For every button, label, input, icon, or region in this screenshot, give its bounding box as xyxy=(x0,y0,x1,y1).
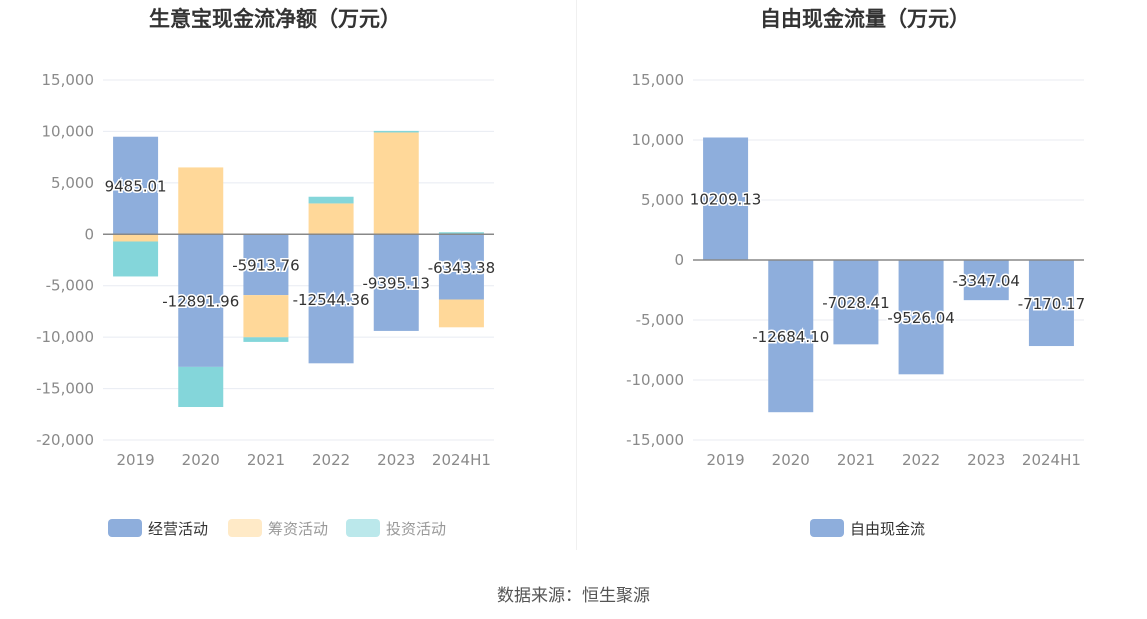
bar-筹资活动-2022[interactable] xyxy=(308,203,354,235)
data-label: 10209.13 xyxy=(690,191,762,209)
y-tick-label: 10,000 xyxy=(42,122,95,140)
legend-swatch xyxy=(810,519,844,537)
y-tick-label: 5,000 xyxy=(51,174,94,192)
bar-经营活动-2019[interactable] xyxy=(113,136,159,235)
legend-label: 筹资活动 xyxy=(268,520,328,538)
bar-筹资活动-2024H1[interactable] xyxy=(438,299,484,328)
y-tick-label: 0 xyxy=(84,225,94,243)
data-label: -12544.36 xyxy=(293,291,370,309)
bar-经营活动-2023[interactable] xyxy=(373,234,419,331)
data-label: -9395.13 xyxy=(363,275,430,293)
bar-经营活动-2021[interactable] xyxy=(243,234,289,296)
legend-item-筹资活动[interactable]: 筹资活动 xyxy=(228,519,328,538)
bar-自由现金流-2021[interactable] xyxy=(833,260,879,345)
x-tick-label: 2024H1 xyxy=(432,451,491,469)
chart-2-title: 自由现金流量（万元） xyxy=(760,7,970,31)
legend-label: 经营活动 xyxy=(148,520,208,538)
x-tick-label: 2020 xyxy=(772,451,810,469)
x-tick-label: 2022 xyxy=(312,451,350,469)
x-tick-label: 2020 xyxy=(182,451,220,469)
bar-自由现金流-2022[interactable] xyxy=(898,260,944,375)
bar-自由现金流-2019[interactable] xyxy=(703,137,749,260)
bar-投资活动-2024H1[interactable] xyxy=(438,232,484,235)
data-label: -3347.04 xyxy=(953,272,1020,290)
bar-投资活动-2019[interactable] xyxy=(113,241,159,277)
legend-label: 投资活动 xyxy=(386,520,446,538)
legend-item-经营活动[interactable]: 经营活动 xyxy=(108,519,208,538)
bar-经营活动-2020[interactable] xyxy=(178,234,224,367)
x-tick-label: 2024H1 xyxy=(1022,451,1081,469)
y-tick-label: -5,000 xyxy=(636,311,684,329)
bar-投资活动-2021[interactable] xyxy=(243,337,289,342)
y-tick-label: -10,000 xyxy=(626,371,684,389)
y-tick-label: -20,000 xyxy=(36,431,94,449)
bar-筹资活动-2021[interactable] xyxy=(243,295,289,338)
y-tick-label: 0 xyxy=(674,251,684,269)
bar-经营活动-2024H1[interactable] xyxy=(438,234,484,300)
bar-投资活动-2020[interactable] xyxy=(178,366,224,408)
chart-1-title: 生意宝现金流净额（万元） xyxy=(149,7,401,31)
y-tick-label: -10,000 xyxy=(36,328,94,346)
data-label: -9526.04 xyxy=(887,309,954,327)
x-tick-label: 2019 xyxy=(706,451,744,469)
legend-label: 自由现金流 xyxy=(850,520,925,538)
data-label: -7028.41 xyxy=(822,294,889,312)
y-tick-label: 15,000 xyxy=(42,71,95,89)
y-tick-label: 15,000 xyxy=(632,71,685,89)
bar-筹资活动-2020[interactable] xyxy=(178,167,224,235)
data-label: 9485.01 xyxy=(105,178,167,196)
bar-筹资活动-2019[interactable] xyxy=(113,234,159,242)
x-tick-label: 2021 xyxy=(247,451,285,469)
bar-投资活动-2022[interactable] xyxy=(308,196,354,204)
y-tick-label: -5,000 xyxy=(46,277,94,295)
data-source-note: 数据来源：恒生聚源 xyxy=(497,586,650,606)
bar-自由现金流-2023[interactable] xyxy=(963,260,1009,301)
y-tick-label: 5,000 xyxy=(641,191,684,209)
data-label: -12891.96 xyxy=(162,293,239,311)
chart-1-plot: 15,000 10,000 5,000 0 -5,000 -10,000 -15,000 -2… xyxy=(36,71,497,538)
legend-swatch xyxy=(228,519,262,537)
y-tick-label: 10,000 xyxy=(632,131,685,149)
bar-经营活动-2022[interactable] xyxy=(308,234,354,364)
bar-自由现金流-2024H1[interactable] xyxy=(1028,260,1074,347)
x-tick-label: 2023 xyxy=(967,451,1005,469)
legend-swatch xyxy=(346,519,380,537)
data-label: -5913.76 xyxy=(232,257,299,275)
chart-2-plot: 15,000 10,000 5,000 0 -5,000 -10,000 -15,000 10… xyxy=(626,71,1087,538)
x-tick-label: 2021 xyxy=(837,451,875,469)
legend-item-自由现金流[interactable]: 自由现金流 xyxy=(810,519,925,538)
panel-divider xyxy=(576,0,577,550)
bar-投资活动-2023[interactable] xyxy=(373,130,419,133)
y-tick-label: -15,000 xyxy=(626,431,684,449)
x-tick-label: 2022 xyxy=(902,451,940,469)
data-label: -6343.38 xyxy=(428,259,495,277)
data-label: -7170.17 xyxy=(1018,295,1085,313)
y-tick-label: -15,000 xyxy=(36,380,94,398)
x-tick-label: 2023 xyxy=(377,451,415,469)
legend-item-投资活动[interactable]: 投资活动 xyxy=(346,519,446,538)
legend-swatch xyxy=(108,519,142,537)
x-tick-label: 2019 xyxy=(116,451,154,469)
bar-筹资活动-2023[interactable] xyxy=(373,132,419,235)
data-label: -12684.10 xyxy=(752,328,829,346)
bar-自由现金流-2020[interactable] xyxy=(768,260,814,413)
